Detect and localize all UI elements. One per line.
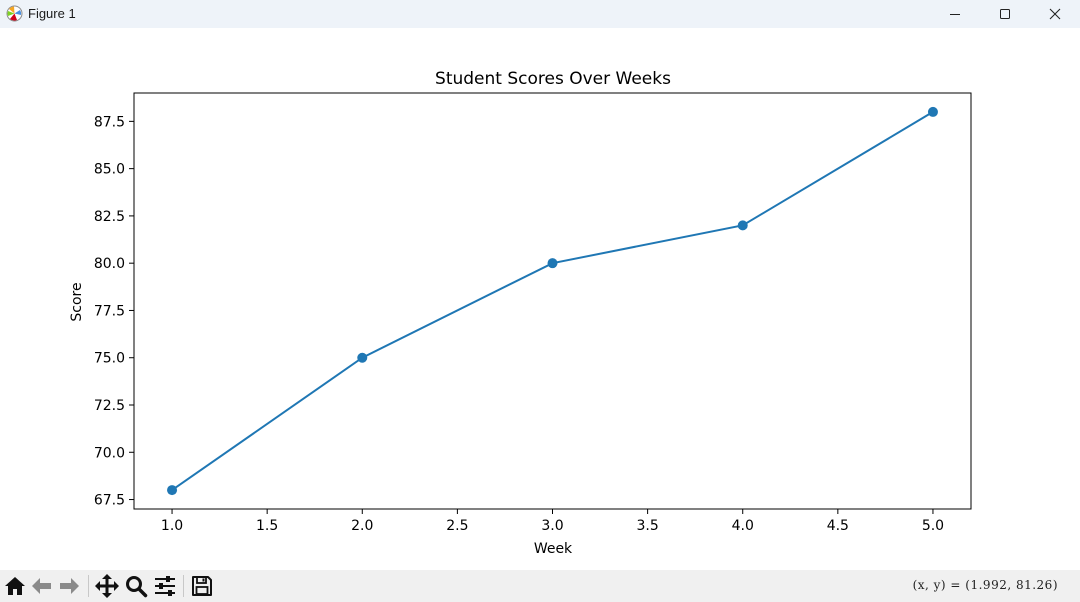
save-floppy-icon [192,576,212,596]
maximize-icon [1000,9,1010,19]
close-icon [1049,8,1061,20]
x-tick-label: 2.5 [446,518,468,534]
data-point [357,352,368,363]
y-tick-label: 67.5 [94,493,125,509]
data-point [737,220,748,231]
toolbar-separator [88,575,89,597]
minimize-button[interactable] [932,0,978,28]
maximize-button[interactable] [982,0,1028,28]
y-tick-label: 82.5 [94,209,125,225]
line-chart: Student Scores Over Weeks 1.0 1.5 2.0 2.5 3.… [69,69,972,557]
x-tick-label: 2.0 [351,518,373,534]
cursor-coordinates-readout: (x, y) = (1.992, 81.26) [912,578,1058,592]
series-layer [167,106,938,496]
y-axis-label: Score [69,282,85,321]
configure-subplots-button[interactable] [152,573,178,599]
window-title: Figure 1 [28,6,76,21]
x-tick-label: 1.0 [161,518,183,534]
forward-arrow-icon [60,578,79,594]
y-tick-label: 85.0 [94,162,125,178]
x-tick-label: 5.0 [922,518,944,534]
x-tick-label: 3.0 [541,518,563,534]
x-axis-label: Week [534,541,573,557]
y-tick-label: 70.0 [94,445,125,461]
x-tick-label: 3.5 [636,518,658,534]
y-tick-label: 75.0 [94,351,125,367]
series-line [171,111,934,491]
zoom-button[interactable] [123,573,149,599]
plot-area-frame [133,92,972,510]
navigation-toolbar: (x, y) = (1.992, 81.26) [0,570,1080,602]
figure-canvas[interactable]: Student Scores Over Weeks 1.0 1.5 2.0 2.5 3.… [0,28,1080,570]
back-button[interactable] [29,573,55,599]
x-tick-label: 1.5 [256,518,278,534]
pan-button[interactable] [94,573,120,599]
data-point [547,258,558,269]
x-tick-label: 4.5 [827,518,849,534]
back-arrow-icon [32,578,51,594]
forward-button[interactable] [56,573,82,599]
close-button[interactable] [1032,0,1078,28]
y-tick-label: 72.5 [94,398,125,414]
home-icon [5,577,25,595]
y-tick-label: 77.5 [94,303,125,319]
data-point [167,485,178,496]
minimize-icon [950,14,960,15]
subplots-sliders-icon [155,576,175,596]
pan-move-icon [95,574,119,598]
y-tick-label: 87.5 [94,114,125,130]
home-button[interactable] [2,573,28,599]
data-point [927,106,938,117]
title-bar: Figure 1 [0,0,1080,28]
chart-title: Student Scores Over Weeks [435,69,671,89]
toolbar-separator [183,575,184,597]
y-tick-label: 80.0 [94,256,125,272]
x-axis: 1.0 1.5 2.0 2.5 3.0 3.5 4.0 4.5 5.0 [161,509,944,534]
y-axis: 67.5 70.0 72.5 75.0 77.5 80.0 82.5 85.0 87.5 [94,114,134,509]
save-button[interactable] [189,573,215,599]
matplotlib-icon [6,5,23,22]
zoom-magnifier-icon [126,576,148,598]
x-tick-label: 4.0 [732,518,754,534]
